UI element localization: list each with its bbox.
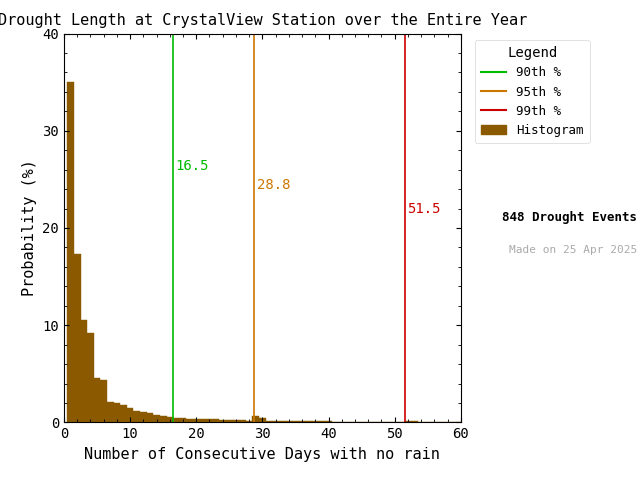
Bar — [305, 421, 312, 422]
Bar — [239, 420, 246, 422]
Bar — [140, 412, 147, 422]
Bar — [259, 418, 266, 422]
Bar — [107, 402, 114, 422]
Bar — [292, 421, 299, 422]
Bar — [173, 418, 180, 422]
Bar — [266, 421, 273, 422]
Bar — [252, 416, 259, 422]
Bar — [193, 419, 200, 422]
Bar — [67, 82, 74, 422]
Bar — [114, 403, 120, 422]
Bar — [206, 420, 212, 422]
Bar — [200, 420, 206, 422]
Bar — [186, 419, 193, 422]
Bar — [404, 421, 412, 422]
Bar — [127, 408, 134, 422]
Bar — [279, 421, 285, 422]
Bar — [153, 415, 160, 422]
Bar — [411, 421, 418, 422]
X-axis label: Number of Consecutive Days with no rain: Number of Consecutive Days with no rain — [84, 447, 440, 462]
Y-axis label: Probability (%): Probability (%) — [22, 159, 37, 297]
Text: 16.5: 16.5 — [176, 159, 209, 173]
Bar — [246, 421, 252, 422]
Bar — [147, 413, 154, 422]
Bar — [160, 416, 166, 422]
Bar — [325, 421, 332, 422]
Legend: 90th %, 95th %, 99th %, Histogram: 90th %, 95th %, 99th %, Histogram — [475, 40, 590, 144]
Bar — [226, 420, 233, 422]
Bar — [100, 380, 107, 422]
Bar — [166, 417, 173, 422]
Bar — [212, 420, 220, 422]
Text: 28.8: 28.8 — [257, 178, 291, 192]
Bar — [134, 411, 140, 422]
Bar — [233, 420, 239, 422]
Title: Drought Length at CrystalView Station over the Entire Year: Drought Length at CrystalView Station ov… — [0, 13, 527, 28]
Bar — [312, 421, 319, 422]
Bar — [74, 254, 81, 422]
Bar — [120, 405, 127, 422]
Text: 51.5: 51.5 — [407, 203, 441, 216]
Bar — [180, 418, 186, 422]
Text: 848 Drought Events: 848 Drought Events — [502, 211, 637, 224]
Bar — [93, 378, 100, 422]
Bar — [319, 421, 325, 422]
Bar — [87, 333, 93, 422]
Bar — [285, 421, 292, 422]
Text: Made on 25 Apr 2025: Made on 25 Apr 2025 — [509, 245, 637, 255]
Bar — [272, 421, 279, 422]
Bar — [81, 320, 87, 422]
Bar — [220, 420, 226, 422]
Bar — [299, 421, 305, 422]
